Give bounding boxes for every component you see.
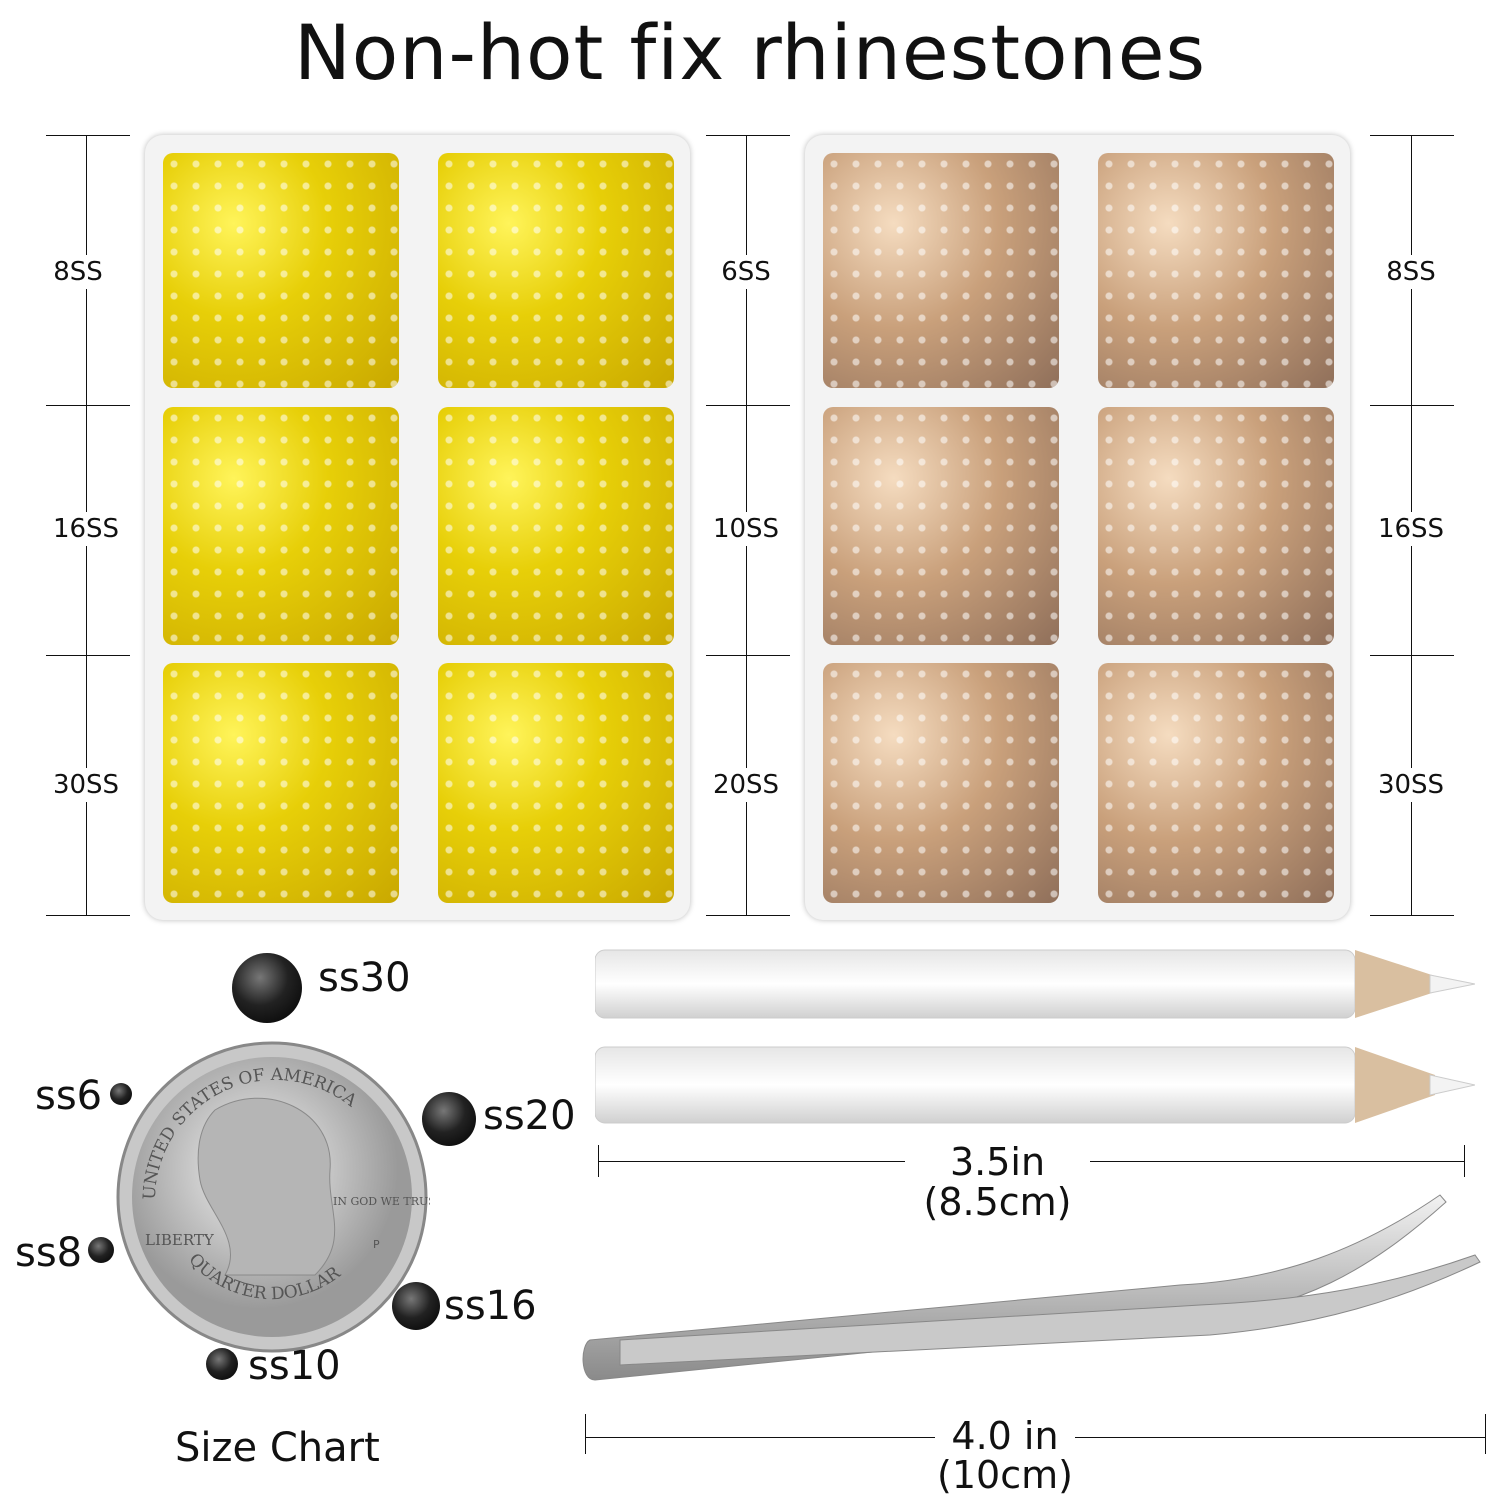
rhinestone-ss30 bbox=[232, 953, 302, 1023]
length-label: (8.5cm) bbox=[905, 1182, 1090, 1222]
stone-label: ss16 bbox=[444, 1283, 537, 1329]
rhinestone-ss10 bbox=[206, 1348, 238, 1380]
svg-text:IN GOD WE TRUST: IN GOD WE TRUST bbox=[333, 1195, 430, 1208]
size-label: 8SS bbox=[38, 255, 118, 289]
stone-label: ss20 bbox=[483, 1093, 576, 1139]
size-label: 16SS bbox=[1371, 512, 1451, 546]
stone-label: ss6 bbox=[35, 1073, 103, 1119]
compartment-30ss bbox=[823, 663, 1059, 903]
compartment-30ss bbox=[1098, 663, 1334, 903]
size-label: 16SS bbox=[46, 512, 126, 546]
stone-label: ss10 bbox=[248, 1343, 341, 1389]
tweezers-image bbox=[582, 1194, 1481, 1381]
wax-pencil-image bbox=[595, 949, 1475, 1019]
length-label: (10cm) bbox=[930, 1455, 1080, 1495]
compartment-8ss bbox=[163, 153, 399, 388]
quarter-coin-image: UNITED STATES OF AMERICA QUARTER DOLLAR … bbox=[116, 1041, 430, 1353]
yellow-rhinestone-box bbox=[145, 135, 690, 920]
champagne-rhinestone-box bbox=[805, 135, 1350, 920]
size-label: 30SS bbox=[1371, 768, 1451, 802]
size-label: 6SS bbox=[706, 255, 786, 289]
compartment-16ss bbox=[823, 407, 1059, 645]
rhinestone-ss16 bbox=[392, 1282, 440, 1330]
compartment-20ss bbox=[438, 663, 674, 903]
wax-pencil-image bbox=[595, 1046, 1475, 1124]
stone-label: ss30 bbox=[318, 955, 411, 1001]
size-label: 8SS bbox=[1371, 255, 1451, 289]
rhinestone-ss8 bbox=[88, 1237, 114, 1263]
compartment-8ss bbox=[823, 153, 1059, 388]
compartment-10ss bbox=[438, 407, 674, 645]
stone-label: ss8 bbox=[15, 1230, 83, 1276]
rhinestone-ss20 bbox=[422, 1092, 476, 1146]
size-label: 30SS bbox=[46, 768, 126, 802]
size-label: 10SS bbox=[706, 512, 786, 546]
compartment-16ss bbox=[1098, 407, 1334, 645]
size-label: 20SS bbox=[706, 768, 786, 802]
svg-text:P: P bbox=[373, 1238, 380, 1251]
size-chart-caption: Size Chart bbox=[175, 1425, 380, 1471]
compartment-6ss bbox=[438, 153, 674, 388]
rhinestone-ss6 bbox=[110, 1083, 132, 1105]
svg-text:LIBERTY: LIBERTY bbox=[145, 1231, 215, 1249]
compartment-8ss bbox=[1098, 153, 1334, 388]
length-label: 3.5in bbox=[905, 1142, 1090, 1182]
compartment-16ss bbox=[163, 407, 399, 645]
compartment-30ss bbox=[163, 663, 399, 903]
page-title: Non-hot fix rhinestones bbox=[293, 8, 1207, 97]
length-label: 4.0 in bbox=[935, 1416, 1075, 1456]
